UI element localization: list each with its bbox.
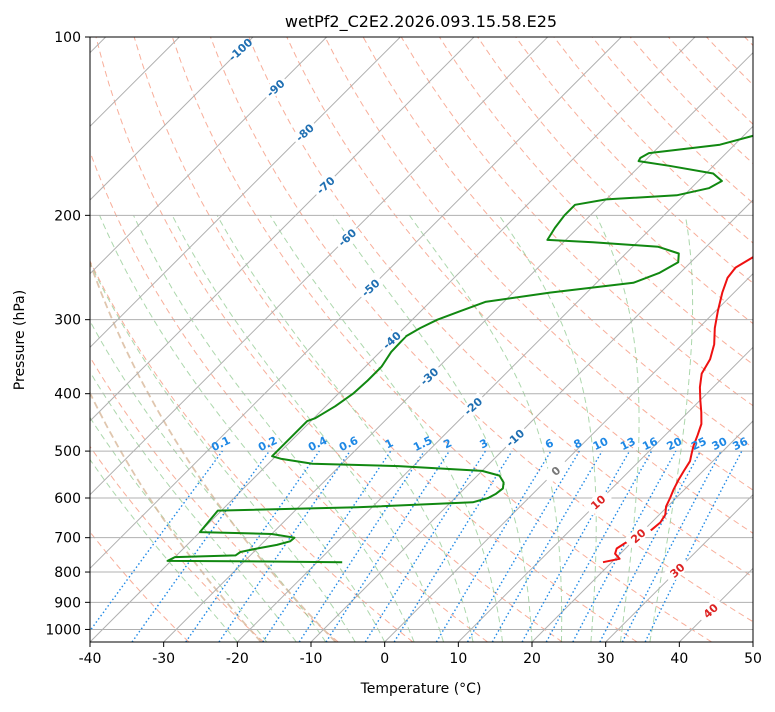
x-tick-label: -30	[152, 651, 175, 667]
isotherm-line	[753, 37, 775, 642]
x-tick-label: 40	[670, 651, 688, 667]
y-tick-label: 500	[54, 444, 81, 460]
x-tick-label: 20	[523, 651, 541, 667]
x-tick-label: -10	[300, 651, 323, 667]
y-tick-label: 300	[54, 313, 81, 329]
x-tick-label: 30	[597, 651, 615, 667]
x-tick-label: 50	[744, 651, 762, 667]
chart-title: wetPf2_C2E2.2026.093.15.58.E25	[285, 12, 557, 32]
y-tick-label: 800	[54, 565, 81, 581]
plot-background	[90, 37, 753, 642]
y-tick-label: 100	[54, 30, 81, 46]
x-tick-label: -20	[226, 651, 249, 667]
y-tick-label: 200	[54, 208, 81, 224]
x-axis-label: Temperature (°C)	[360, 681, 482, 697]
y-tick-label: 400	[54, 387, 81, 403]
y-axis-label: Pressure (hPa)	[12, 290, 28, 390]
x-tick-label: 0	[380, 651, 389, 667]
y-tick-label: 1000	[45, 622, 81, 638]
x-tick-label: -40	[79, 651, 102, 667]
y-tick-label: 700	[54, 531, 81, 547]
y-tick-label: 900	[54, 595, 81, 611]
x-tick-label: 10	[449, 651, 467, 667]
y-tick-label: 600	[54, 491, 81, 507]
